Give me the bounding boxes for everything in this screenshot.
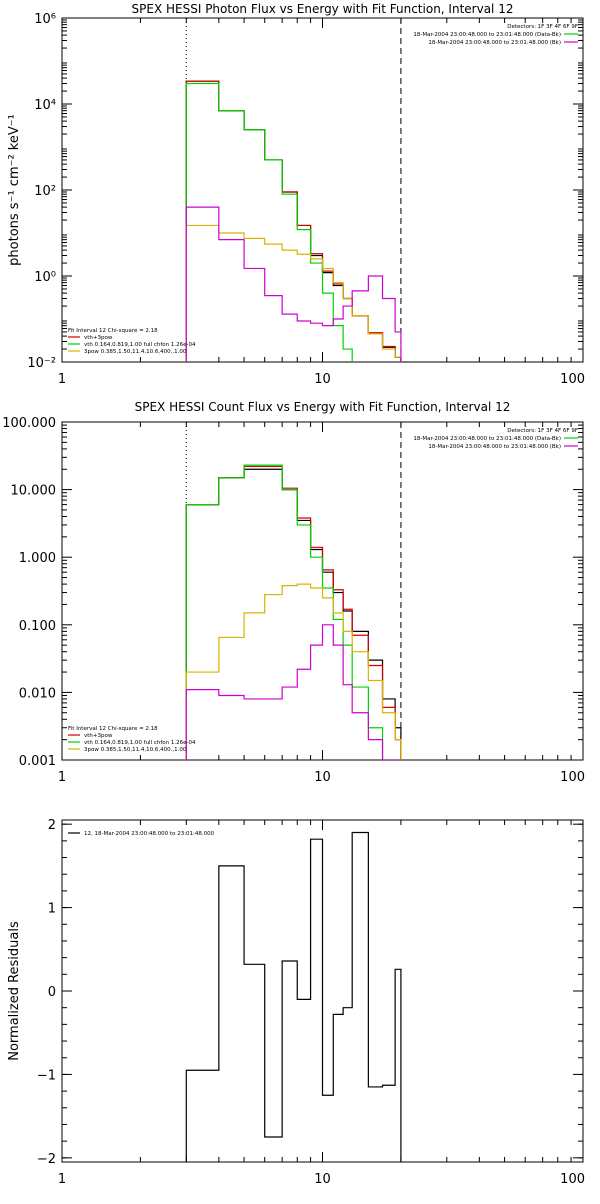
y-tick-label: 10⁶ (34, 12, 56, 27)
y-tick-label: 10⁴ (34, 98, 56, 113)
y-tick-label: 10.000 (11, 484, 57, 499)
legend-text: vth+3pow (84, 733, 113, 739)
y-tick-label: −2 (37, 1152, 56, 1167)
y-axis-label: photons s⁻¹ cm⁻² keV⁻¹ (7, 114, 22, 266)
y-tick-label: 0 (48, 985, 56, 1000)
y-tick-label: 10⁻² (27, 356, 56, 371)
y-tick-label: 0.010 (19, 686, 56, 701)
series-magenta (185, 206, 402, 362)
legend-text: 3pow 0.385,1.50,11.4,10.6,400.,1.00 (84, 349, 187, 355)
panel-1: SPEX HESSI Photon Flux vs Energy with Fi… (7, 2, 585, 387)
legend-text: vth 0.164,0.819,1.00 full chfon 1.26e-04 (84, 740, 196, 746)
info-line: 18-Mar-2004 23:00:48.000 to 23:01:48.000… (413, 32, 561, 38)
series-group (185, 464, 402, 760)
x-tick-label: 100 (560, 770, 585, 785)
series-green (185, 464, 401, 760)
y-tick-label: 1.000 (19, 551, 56, 566)
legend-text: 3pow 0.385,1.50,11.4,10.6,400.,1.00 (84, 747, 187, 753)
info-line: Detectors: 1F 3F 4F 6F 9F (507, 428, 578, 434)
series-black (185, 831, 402, 1162)
x-tick-label: 10 (314, 1172, 331, 1187)
x-tick-label: 100 (560, 1172, 585, 1187)
x-tick-label: 1 (58, 1172, 66, 1187)
y-axis-label: Normalized Residuals (7, 921, 22, 1061)
chart-title: SPEX HESSI Count Flux vs Energy with Fit… (135, 400, 511, 414)
y-tick-label: 10⁰ (34, 270, 56, 285)
legend-text: Fit Interval 12 Chi-square = 2.18 (68, 726, 158, 732)
x-tick-label: 10 (314, 372, 331, 387)
y-tick-label: 10² (34, 184, 56, 199)
legend-text: Fit Interval 12 Chi-square = 2.18 (68, 328, 158, 334)
x-tick-label: 10 (314, 770, 331, 785)
info-line: 18-Mar-2004 23:00:48.000 to 23:01:48.000… (413, 436, 561, 442)
series-yellow (185, 583, 402, 760)
x-tick-label: 1 (58, 770, 66, 785)
info-line: Detectors: 1F 3F 4F 6F 9F (507, 24, 578, 30)
info-line: 18-Mar-2004 23:00:48.000 to 23:01:48.000… (428, 40, 561, 46)
legend-text: 12, 18-Mar-2004 23:00:48.000 to 23:01:48… (84, 831, 215, 837)
x-tick-label: 100 (560, 372, 585, 387)
y-tick-label: 0.001 (19, 754, 56, 769)
x-tick-label: 1 (58, 372, 66, 387)
chart-title: SPEX HESSI Photon Flux vs Energy with Fi… (132, 2, 514, 16)
legend-text: vth+3pow (84, 335, 113, 341)
info-line: 18-Mar-2004 23:00:48.000 to 23:01:48.000… (428, 444, 561, 450)
series-magenta (185, 624, 401, 760)
plot-frame (61, 17, 584, 363)
y-tick-label: −1 (37, 1068, 56, 1083)
y-tick-label: 0.100 (19, 619, 56, 634)
panel-2: SPEX HESSI Count Flux vs Energy with Fit… (2, 400, 585, 785)
y-tick-label: 1 (48, 902, 56, 917)
series-yellow (185, 224, 402, 362)
legend-text: vth 0.164,0.819,1.00 full chfon 1.26e-04 (84, 342, 196, 348)
series-green (185, 82, 402, 362)
series-group (185, 80, 402, 362)
y-tick-label: 100.000 (2, 416, 56, 431)
y-tick-label: 2 (48, 818, 56, 833)
series-group (185, 831, 402, 1162)
panel-3: 1 10 100 −2 −1 0 1 2 Normalized Residuals 12, 18-… (7, 818, 585, 1187)
